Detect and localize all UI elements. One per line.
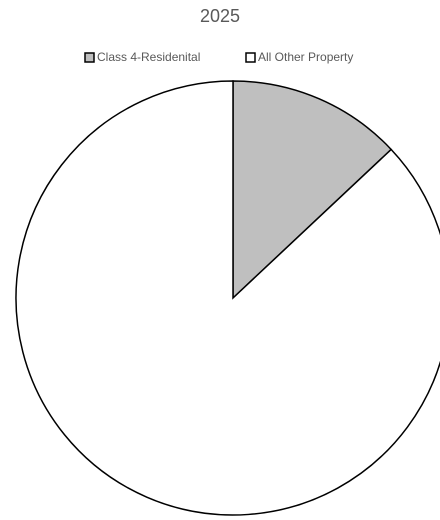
legend-swatch	[84, 52, 95, 63]
legend-label: Class 4-Residenital	[97, 50, 200, 64]
legend-label: All Other Property	[258, 50, 353, 64]
chart-title: 2025	[200, 6, 240, 26]
legend-swatch	[245, 52, 256, 63]
pie-slice	[15, 80, 440, 516]
pie-slice	[232, 80, 393, 300]
